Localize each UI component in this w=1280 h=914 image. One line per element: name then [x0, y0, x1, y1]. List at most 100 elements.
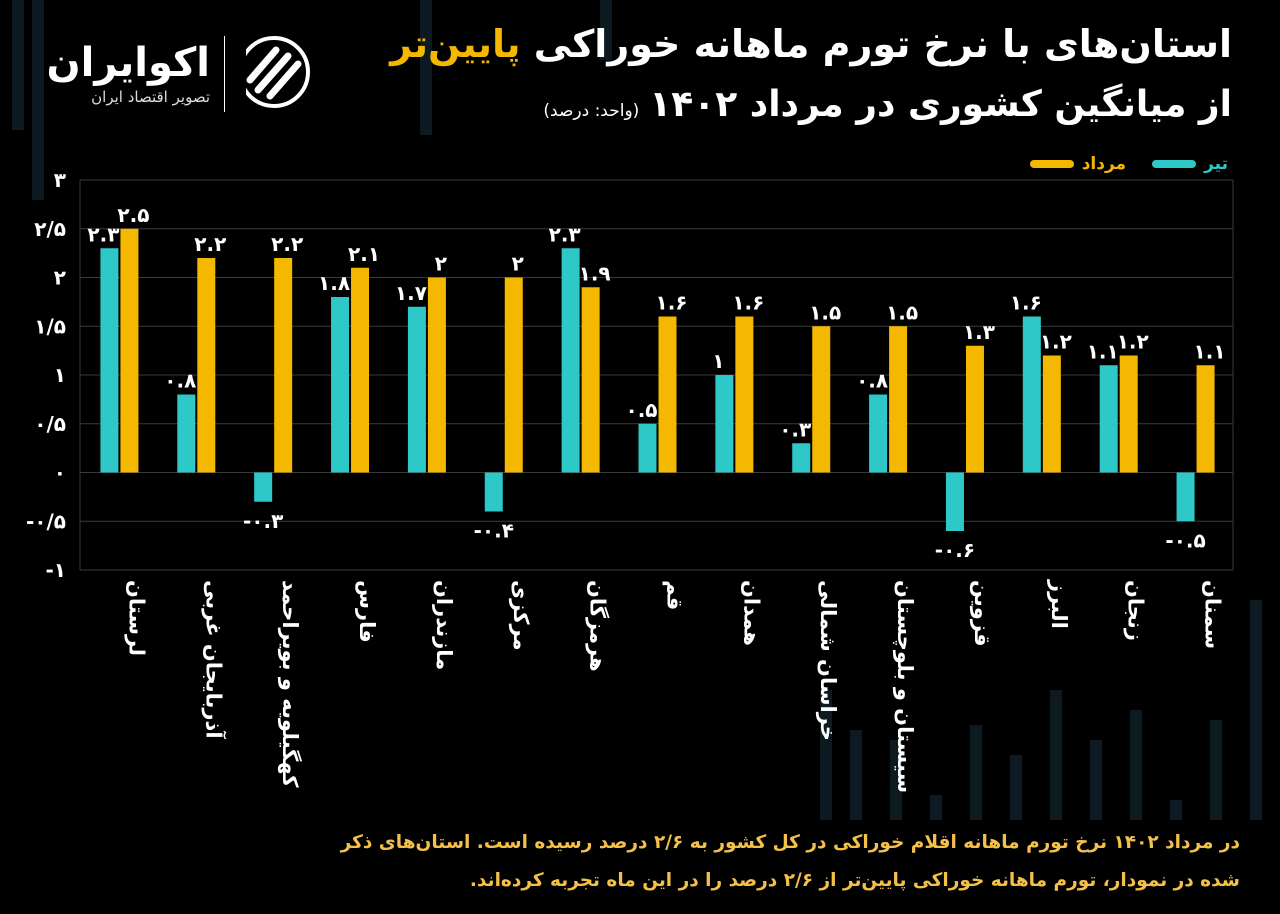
bg-column [32, 0, 44, 200]
bg-column [970, 725, 982, 820]
data-label-tir: -۰.۳ [243, 509, 283, 533]
bar-mordad [274, 258, 293, 473]
bar-mordad [889, 326, 908, 473]
title-line2-main: از میانگین کشوری در مرداد ۱۴۰۲ [649, 84, 1232, 125]
bar-tir [177, 394, 196, 473]
data-label-mordad: ۲ [435, 252, 447, 276]
data-label-tir: ۰.۸ [856, 369, 888, 393]
category-label: قم [663, 580, 687, 610]
category-label: البرز [1047, 579, 1071, 629]
y-tick-label: ۲ [54, 266, 66, 290]
data-label-tir: -۰.۴ [474, 519, 514, 543]
bar-mordad [1196, 365, 1215, 473]
bar-mordad [735, 316, 754, 473]
logo-mark-icon [236, 32, 310, 112]
logo-divider [224, 36, 225, 112]
category-label: لرستان [124, 580, 148, 656]
y-tick-label: ۳ [54, 168, 66, 192]
bg-column [600, 0, 612, 60]
bar-tir [407, 306, 426, 473]
data-label-tir: ۲.۳ [87, 222, 119, 246]
data-label-mordad: ۱.۲ [1040, 330, 1072, 354]
y-tick-label: ۰ [54, 461, 66, 485]
bg-column [1210, 720, 1222, 820]
footer-note: در مرداد ۱۴۰۲ نرخ تورم ماهانه اقلام خورا… [30, 824, 1240, 900]
bg-column [1090, 740, 1102, 820]
bg-column [1010, 755, 1022, 820]
data-label-mordad: ۱.۶ [732, 291, 764, 315]
bar-tir [1022, 316, 1041, 473]
y-tick-label: ۲/۵ [34, 217, 66, 241]
category-label: مازندران [432, 580, 456, 670]
bar-tir [869, 394, 888, 473]
data-label-mordad: ۲.۱ [348, 242, 380, 266]
data-label-tir: ۰.۳ [779, 417, 811, 441]
data-label-tir: ۲.۳ [549, 222, 581, 246]
category-label: خراسان شمالی [816, 580, 840, 741]
data-label-mordad: ۱.۹ [579, 261, 611, 285]
bar-mordad [197, 258, 216, 473]
data-label-tir: ۱.۶ [1010, 291, 1042, 315]
bar-tir [715, 375, 734, 473]
bg-column [1050, 690, 1062, 820]
bar-tir [1176, 472, 1195, 522]
legend-swatch-tir [1152, 160, 1197, 168]
data-label-mordad: ۱.۲ [1117, 330, 1149, 354]
footer-line2: شده در نمودار، تورم ماهانه خوراکی پایین‌… [469, 870, 1240, 891]
bg-column [1170, 800, 1182, 820]
bar-mordad [581, 287, 600, 473]
legend-label-tir: تیر [1204, 154, 1228, 174]
bg-column [890, 740, 902, 820]
y-tick-label: ۰/۵ [34, 412, 66, 436]
brand-name: اکوایران [46, 40, 210, 86]
data-label-mordad: ۲.۵ [117, 203, 149, 227]
bar-tir [331, 297, 350, 473]
title-main-part: استان‌های با نرخ تورم ماهانه خوراکی [520, 22, 1232, 66]
data-label-mordad: ۱.۳ [963, 320, 995, 344]
bg-column [1130, 710, 1142, 820]
data-label-tir: ۰.۸ [164, 369, 196, 393]
bar-mordad [812, 326, 831, 473]
data-label-tir: ۱ [712, 349, 724, 373]
footer-line1: در مرداد ۱۴۰۲ نرخ تورم ماهانه اقلام خورا… [340, 832, 1240, 853]
category-label: زنجان [1124, 580, 1148, 641]
data-label-mordad: ۲.۲ [194, 232, 226, 256]
bar-tir [792, 443, 811, 473]
data-label-mordad: ۲.۲ [271, 232, 303, 256]
category-label: آذربایجان غربی [201, 580, 226, 739]
bar-tir [1099, 365, 1118, 473]
category-label: همدان [739, 580, 763, 646]
bg-column [820, 690, 832, 820]
title-highlight: پایین‌تر [390, 22, 521, 66]
data-label-mordad: ۱.۱ [1194, 339, 1226, 363]
bar-tir [638, 423, 657, 473]
data-label-tir: -۰.۶ [935, 538, 975, 562]
category-label: قزوین [970, 580, 994, 647]
chart-title-line1: استان‌های با نرخ تورم ماهانه خوراکی پایی… [390, 22, 1232, 66]
bg-column [850, 730, 862, 820]
data-label-mordad: ۱.۵ [886, 300, 918, 324]
category-label: سیستان و بلوچستان [893, 580, 917, 793]
y-tick-label: -۰/۵ [26, 509, 66, 533]
legend-item-mordad: مرداد [1029, 154, 1127, 174]
legend-label-mordad: مرداد [1081, 154, 1127, 174]
category-label: هرمزگان [586, 580, 611, 672]
bar-mordad [658, 316, 677, 473]
y-tick-label: -۱ [45, 558, 66, 582]
legend-swatch-mordad [1029, 160, 1074, 168]
legend: تیر مرداد [1029, 154, 1228, 174]
unit-label: (واحد: درصد) [543, 101, 640, 121]
bar-mordad [965, 345, 984, 473]
legend-item-tir: تیر [1152, 154, 1228, 174]
bar-tir [945, 472, 964, 531]
bar-mordad [427, 277, 446, 473]
category-label: کهگیلویه و بویراحمد [278, 580, 303, 788]
bar-tir [484, 472, 503, 512]
bg-column [930, 795, 942, 820]
category-label: سمنان [1201, 580, 1225, 649]
category-label: مرکزی [509, 580, 533, 651]
brand-tagline: تصویر اقتصاد ایران [91, 88, 210, 106]
data-label-tir: -۰.۵ [1165, 528, 1205, 552]
